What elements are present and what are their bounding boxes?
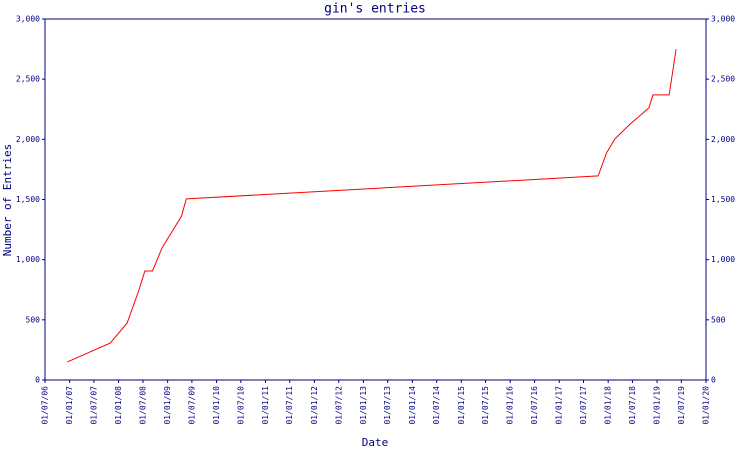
x-tick-label: 01/01/14	[408, 386, 417, 425]
x-tick-label: 01/07/12	[334, 386, 343, 425]
y2-tick-label: 1,000	[711, 255, 735, 264]
x-tick-label: 01/07/19	[677, 386, 686, 425]
y2-tick-label: 3,000	[711, 15, 735, 24]
x-tick-label: 01/07/16	[530, 386, 539, 425]
y-tick-label: 1,000	[16, 255, 40, 264]
y2-tick-label: 2,000	[711, 135, 735, 144]
x-tick-label: 01/07/06	[41, 386, 50, 425]
x-tick-label: 01/01/17	[555, 386, 564, 425]
x-tick-label: 01/01/15	[457, 386, 466, 425]
x-tick-label: 01/01/10	[212, 386, 221, 425]
y-tick-label: 2,000	[16, 135, 40, 144]
x-tick-label: 01/01/07	[65, 386, 74, 425]
x-tick-label: 01/01/13	[359, 386, 368, 425]
x-tick-label: 01/07/09	[187, 386, 196, 425]
x-tick-label: 01/07/11	[285, 386, 294, 425]
y2-tick-label: 2,500	[711, 75, 735, 84]
x-tick-label: 01/07/18	[628, 386, 637, 425]
x-tick-label: 01/01/12	[310, 386, 319, 425]
y2-tick-label: 1,500	[711, 195, 735, 204]
x-tick-label: 01/01/16	[506, 386, 515, 425]
x-tick-label: 01/07/10	[236, 386, 245, 425]
x-tick-label: 01/01/18	[604, 386, 613, 425]
x-tick-label: 01/01/19	[653, 386, 662, 425]
y2-tick-label: 500	[711, 315, 726, 324]
data-line	[67, 49, 677, 363]
x-tick-label: 01/01/20	[702, 386, 711, 425]
y-tick-label: 0	[35, 376, 40, 385]
plot-frame	[44, 18, 707, 381]
x-tick-label: 01/07/08	[138, 386, 147, 425]
y-tick-label: 3,000	[16, 15, 40, 24]
x-tick-label: 01/07/15	[481, 386, 490, 425]
chart-title: gin's entries	[324, 2, 426, 17]
x-tick-label: 01/07/07	[89, 386, 98, 425]
y2-tick-label: 0	[711, 376, 716, 385]
y-tick-label: 1,500	[16, 195, 40, 204]
x-axis-title: Date	[362, 436, 389, 449]
x-tick-label: 01/01/09	[163, 386, 172, 425]
y-tick-label: 500	[26, 315, 41, 324]
x-tick-label: 01/01/08	[114, 386, 123, 425]
x-tick-label: 01/07/14	[432, 386, 441, 425]
y-tick-label: 2,500	[16, 75, 40, 84]
y-axis-title: Number of Entries	[1, 144, 14, 257]
x-tick-label: 01/07/17	[579, 386, 588, 425]
x-tick-label: 01/07/13	[383, 386, 392, 425]
x-tick-label: 01/01/11	[261, 386, 270, 425]
